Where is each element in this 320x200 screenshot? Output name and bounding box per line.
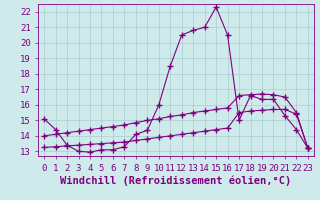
X-axis label: Windchill (Refroidissement éolien,°C): Windchill (Refroidissement éolien,°C) — [60, 175, 292, 186]
